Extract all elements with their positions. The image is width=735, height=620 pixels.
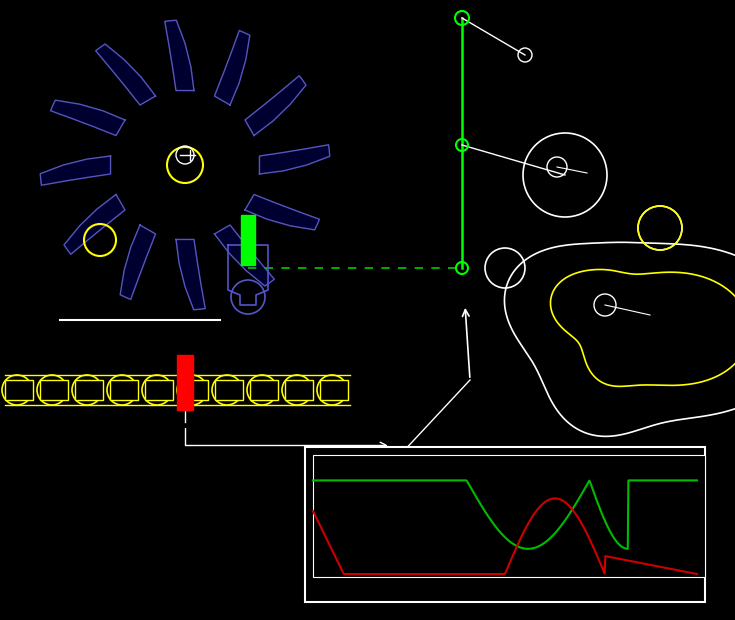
Bar (40, 380, 68, 400)
Polygon shape (176, 239, 205, 310)
Polygon shape (241, 215, 255, 265)
Bar (145, 380, 173, 400)
Polygon shape (245, 76, 306, 136)
Bar (110, 380, 138, 400)
Bar (320, 380, 348, 400)
Polygon shape (96, 44, 156, 105)
Polygon shape (120, 225, 156, 299)
Polygon shape (177, 355, 193, 410)
Bar (285, 380, 313, 400)
Polygon shape (40, 156, 110, 185)
Polygon shape (215, 225, 274, 286)
Bar (180, 380, 208, 400)
Bar (5, 380, 33, 400)
Bar (250, 380, 278, 400)
Polygon shape (64, 195, 125, 254)
Polygon shape (245, 195, 320, 230)
Polygon shape (165, 20, 194, 91)
Polygon shape (51, 100, 125, 136)
Polygon shape (215, 30, 250, 105)
Bar (313, 455, 705, 577)
Bar (75, 380, 103, 400)
Polygon shape (259, 144, 330, 174)
Bar (305, 447, 705, 602)
Bar (215, 380, 243, 400)
